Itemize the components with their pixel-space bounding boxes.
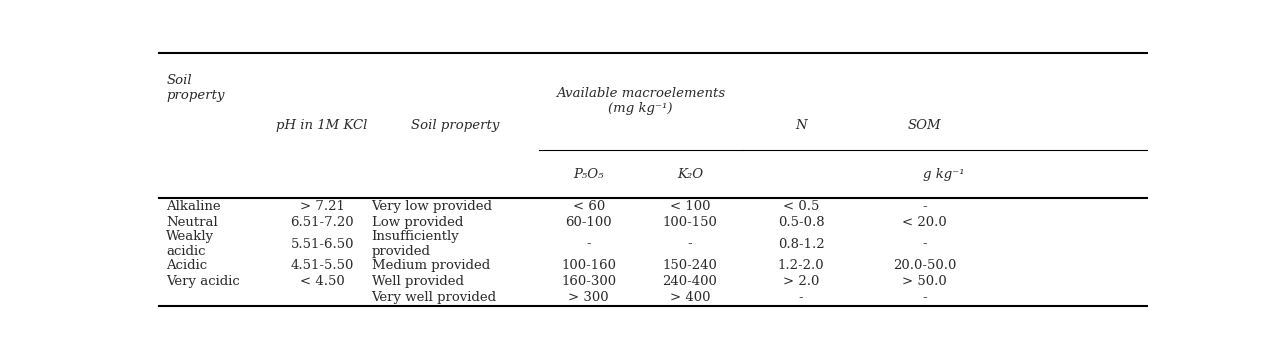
Text: Alkaline: Alkaline — [166, 200, 220, 213]
Text: pH in 1M KCl: pH in 1M KCl — [276, 119, 368, 132]
Text: < 4.50: < 4.50 — [299, 275, 344, 288]
Text: > 400: > 400 — [670, 292, 710, 304]
Text: 0.8-1.2: 0.8-1.2 — [777, 238, 824, 251]
Text: 60-100: 60-100 — [566, 216, 612, 229]
Text: > 300: > 300 — [568, 292, 609, 304]
Text: Available macroelements
(mg kg⁻¹): Available macroelements (mg kg⁻¹) — [555, 87, 725, 115]
Text: -: - — [922, 238, 926, 251]
Text: Weakly
acidic: Weakly acidic — [166, 230, 214, 258]
Text: 20.0-50.0: 20.0-50.0 — [893, 259, 956, 272]
Text: -: - — [799, 292, 804, 304]
Text: SOM: SOM — [907, 119, 941, 132]
Text: 5.51-6.50: 5.51-6.50 — [290, 238, 354, 251]
Text: 160-300: 160-300 — [561, 275, 617, 288]
Text: 1.2-2.0: 1.2-2.0 — [777, 259, 824, 272]
Text: 240-400: 240-400 — [662, 275, 717, 288]
Text: P₅O₅: P₅O₅ — [573, 168, 604, 181]
Text: Medium provided: Medium provided — [372, 259, 489, 272]
Text: -: - — [586, 238, 591, 251]
Text: 100-160: 100-160 — [562, 259, 617, 272]
Text: g kg⁻¹: g kg⁻¹ — [924, 168, 964, 181]
Text: < 0.5: < 0.5 — [782, 200, 819, 213]
Text: Very low provided: Very low provided — [372, 200, 493, 213]
Text: N: N — [795, 119, 806, 132]
Text: Very well provided: Very well provided — [372, 292, 497, 304]
Text: Low provided: Low provided — [372, 216, 462, 229]
Text: 150-240: 150-240 — [662, 259, 717, 272]
Text: < 20.0: < 20.0 — [902, 216, 947, 229]
Text: 4.51-5.50: 4.51-5.50 — [290, 259, 354, 272]
Text: Acidic: Acidic — [166, 259, 208, 272]
Text: > 7.21: > 7.21 — [299, 200, 344, 213]
Text: Neutral: Neutral — [166, 216, 218, 229]
Text: Soil
property: Soil property — [166, 74, 224, 102]
Text: Well provided: Well provided — [372, 275, 464, 288]
Text: 6.51-7.20: 6.51-7.20 — [290, 216, 354, 229]
Text: -: - — [922, 200, 926, 213]
Text: 100-150: 100-150 — [662, 216, 717, 229]
Text: 0.5-0.8: 0.5-0.8 — [777, 216, 824, 229]
Text: > 50.0: > 50.0 — [902, 275, 947, 288]
Text: Insufficiently
provided: Insufficiently provided — [372, 230, 460, 258]
Text: Very acidic: Very acidic — [166, 275, 240, 288]
Text: > 2.0: > 2.0 — [782, 275, 819, 288]
Text: < 100: < 100 — [670, 200, 710, 213]
Text: -: - — [922, 292, 926, 304]
Text: < 60: < 60 — [572, 200, 605, 213]
Text: K₂O: K₂O — [676, 168, 703, 181]
Text: Soil property: Soil property — [412, 119, 499, 132]
Text: -: - — [688, 238, 692, 251]
